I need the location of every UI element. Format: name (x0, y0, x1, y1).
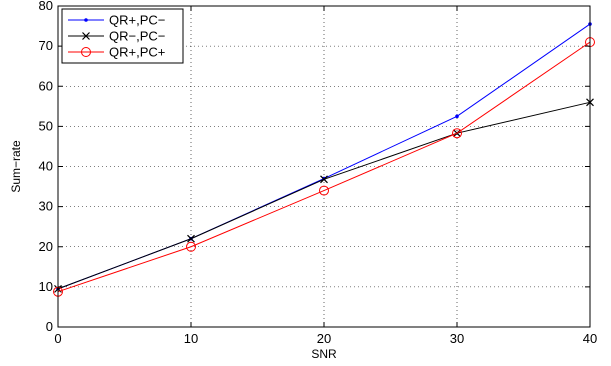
legend-entry: QR+,PC+ (68, 45, 165, 60)
x-axis-label: SNR (311, 347, 337, 361)
series-layer (53, 22, 595, 297)
series-line (57, 41, 591, 293)
y-tick-label: 20 (39, 239, 53, 254)
series-2 (54, 98, 594, 293)
point-marker (319, 185, 329, 196)
x-tick-label: 20 (317, 331, 331, 346)
legend-entry: QR+,PC− (68, 13, 165, 28)
x-tick-label: 0 (54, 331, 61, 346)
series-3 (53, 37, 595, 297)
point-marker (452, 128, 462, 139)
legend: QR+,PC−QR−,PC−QR+,PC+ (61, 8, 184, 64)
y-tick-label: 40 (39, 159, 53, 174)
point-marker (455, 114, 459, 119)
y-tick-label: 70 (39, 38, 53, 53)
point-marker (187, 234, 195, 243)
y-tick-label: 10 (39, 279, 53, 294)
x-tick-label: 40 (583, 331, 597, 346)
y-tick-label: 0 (46, 319, 53, 334)
point-marker (84, 18, 88, 22)
y-tick-label: 50 (39, 118, 53, 133)
x-tick-label: 10 (184, 331, 198, 346)
ticks: 0 10 20 30 40 0 10 20 30 40 50 60 70 80 (39, 0, 598, 346)
x-tick-label: 30 (450, 331, 464, 346)
y-tick-label: 80 (39, 0, 53, 13)
legend-label: QR−,PC− (109, 29, 165, 44)
point-marker (82, 32, 90, 40)
y-tick-label: 60 (39, 78, 53, 93)
legend-entry: QR−,PC− (68, 29, 165, 44)
y-tick-label: 30 (39, 199, 53, 214)
series-line (57, 23, 591, 290)
legend-label: QR+,PC− (109, 13, 165, 28)
point-marker (81, 47, 91, 57)
legend-label: QR+,PC+ (109, 45, 165, 60)
point-marker (320, 175, 328, 184)
y-axis-label: Sum−rate (9, 140, 23, 193)
point-marker (186, 241, 196, 252)
